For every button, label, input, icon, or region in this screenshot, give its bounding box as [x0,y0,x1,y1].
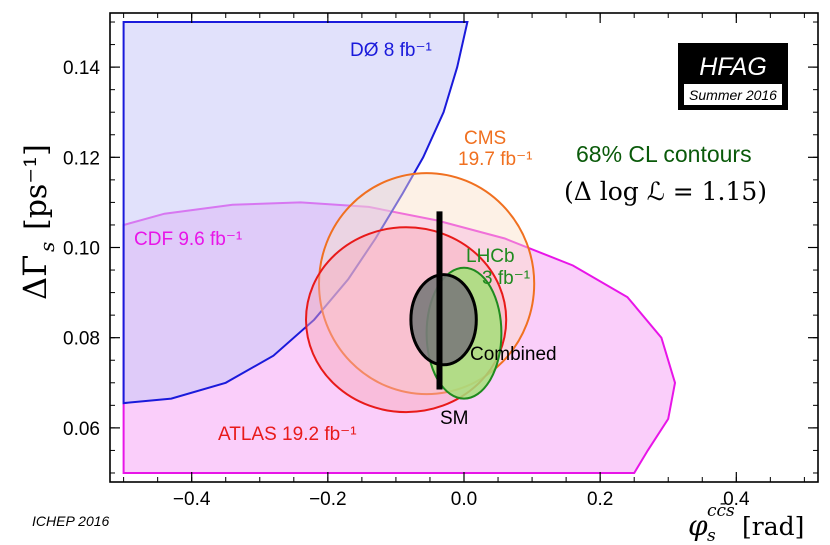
x-axis-label-main: φ [688,509,708,542]
y-tick-label: 0.10 [63,239,100,260]
y-axis-label: ΔΓ s [ps⁻¹] [16,144,59,300]
badge-title: HFAG [699,53,767,81]
label-cdf: CDF 9.6 fb⁻¹ [134,229,242,250]
x-tick-label: −0.2 [309,489,347,510]
y-tick-label: 0.08 [63,329,100,350]
combined-contour [409,273,478,367]
y-tick-label: 0.12 [63,148,100,169]
y-axis-label-sub: s [35,242,59,252]
label-combined: Combined [470,344,557,365]
d0-contour [122,21,469,405]
label-atlas: ATLAS 19.2 fb⁻¹ [218,424,357,445]
label-sm: SM [440,408,469,429]
x-axis-label-unit: [rad] [742,512,804,541]
label-lhcb-name: LHCb [466,246,515,267]
x-tick-label: −0.4 [173,489,211,510]
label-lhcb-lumi: 3 fb⁻¹ [482,268,530,289]
y-axis-label-main: ΔΓ [16,255,54,300]
label-d0: DØ 8 fb⁻¹ [350,40,432,61]
y-tick-label: 0.06 [63,419,100,440]
x-tick-label: 0.4 [723,489,750,510]
y-tick-label: 0.14 [63,58,100,79]
hfag-badge: HFAG Summer 2016 [678,43,788,110]
x-axis-label-sub: s [707,526,716,545]
badge-subtitle: Summer 2016 [689,87,777,103]
y-axis-label-unit: [ps⁻¹] [19,144,54,230]
label-cms-lumi: 19.7 fb⁻¹ [458,149,532,170]
x-axis-label-sup: cc̄s [707,501,735,521]
label-cms-name: CMS [464,128,506,149]
chart-subtitle: (Δ log ℒ = 1.15) [564,177,767,206]
footer-label: ICHEP 2016 [32,513,110,529]
x-axis-label: φ s cc̄s [rad] [688,501,804,545]
x-tick-label: 0.0 [451,489,477,510]
chart-title: 68% CL contours [576,141,752,167]
x-tick-label: 0.2 [587,489,613,510]
